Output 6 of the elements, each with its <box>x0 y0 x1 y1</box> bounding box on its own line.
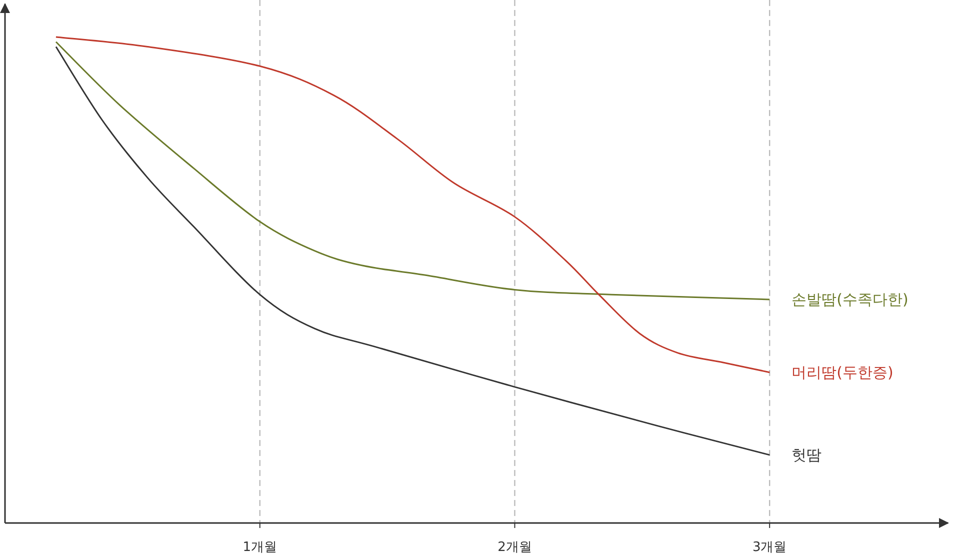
x-tick-label: 1개월 <box>242 540 278 554</box>
x-tick-label: 2개월 <box>498 540 532 554</box>
x-tick-label: 3개월 <box>752 540 787 554</box>
series-label: 손발땀(수족다한) <box>792 290 908 308</box>
series-label: 머리땀(두한증) <box>792 363 894 382</box>
series-label: 헛땀 <box>792 446 822 464</box>
